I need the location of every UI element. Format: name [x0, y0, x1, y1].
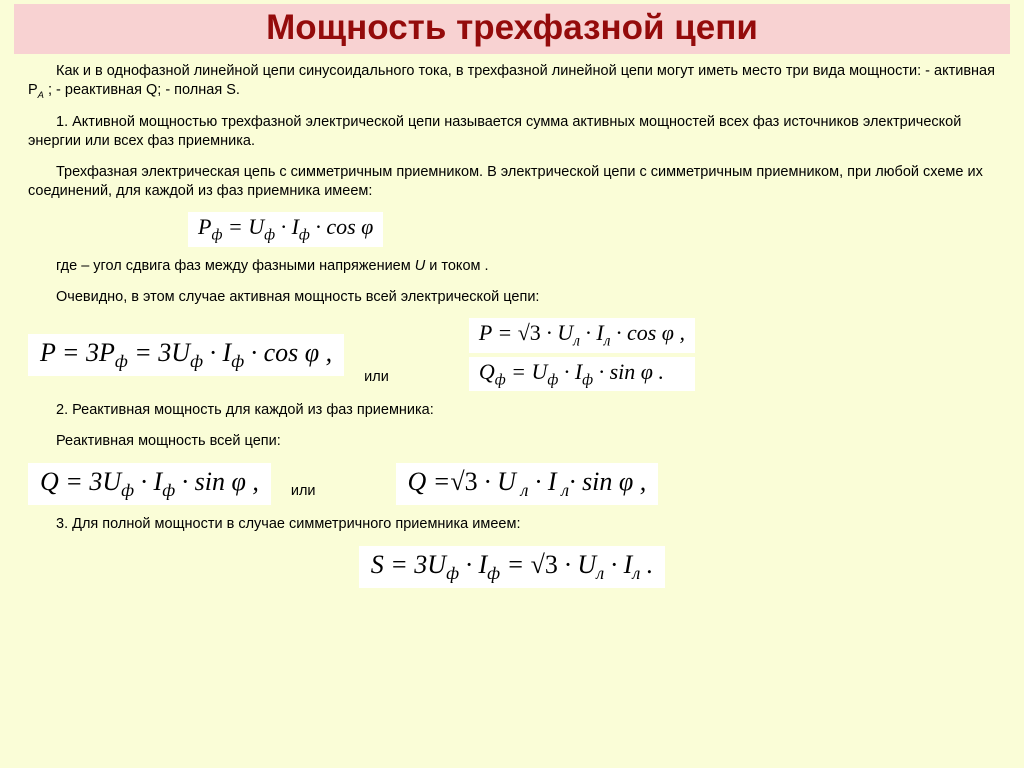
fqp-s1: ф [547, 371, 558, 388]
fp-m: = 3U [128, 338, 190, 367]
formula-s: S = 3Uф · Iф = √3 · Uл · Iл . [359, 546, 666, 588]
fqp-s0: ф [495, 371, 506, 388]
intro-part2: ; - реактивная Q; - полная S. [44, 82, 240, 98]
fql-r: √3 [450, 467, 477, 496]
formula-q-line: Q =√3 · U л · I л· sin φ , [396, 463, 659, 505]
fqp-t: Q [479, 359, 495, 384]
formula-phase-power: Pф = Uф · Iф · cos φ [188, 212, 383, 246]
fs-m: · I [459, 550, 487, 579]
fpl-s1: л [573, 333, 580, 350]
fs-s2: ф [487, 563, 500, 583]
f-eq: = U [222, 214, 264, 239]
where-2: и током . [425, 258, 488, 274]
where-paragraph: где – угол сдвига фаз между фазными напр… [8, 257, 1016, 276]
fql-m2: · I [528, 467, 556, 496]
symmetric-paragraph: Трехфазная электрическая цепь с симметри… [8, 163, 1016, 201]
section-2-paragraph: 2. Реактивная мощность для каждой из фаз… [8, 401, 1016, 420]
fpl-tail: · cos φ , [610, 320, 685, 345]
fp-m2: · I [203, 338, 231, 367]
title-box: Мощность трехфазной цепи [14, 4, 1010, 54]
fql-s2: л [557, 480, 569, 500]
fq-t: Q = 3U [40, 467, 121, 496]
fs-m2: · U [558, 550, 596, 579]
slide: Мощность трехфазной цепи Как и в однофаз… [0, 0, 1024, 768]
formula-q-phase: Qф = Uф · Iф · sin φ . [469, 357, 695, 391]
fpl-t: P = [479, 320, 518, 345]
f-dot: · I [275, 214, 299, 239]
fql-tail: · sin φ , [569, 467, 646, 496]
formula-phase-power-row: Pф = Uф · Iф · cos φ [8, 212, 1016, 246]
formula-p-total-row: P = 3Pф = 3Uф · Iф · cos φ , или P = √3 … [8, 318, 1016, 391]
fqp-s2: ф [582, 371, 593, 388]
obviously-paragraph: Очевидно, в этом случае активная мощност… [8, 288, 1016, 307]
q-all-paragraph: Реактивная мощность всей цепи: [8, 432, 1016, 451]
formula-s-row: S = 3Uф · Iф = √3 · Uл · Iл . [8, 546, 1016, 588]
fs-s1: ф [446, 563, 459, 583]
fpl-r: √3 [518, 320, 541, 345]
fql-m: · U [478, 467, 516, 496]
f-tail: · cos φ [310, 214, 374, 239]
f-lhs: P [198, 214, 211, 239]
fpl-m2: · I [580, 320, 604, 345]
section-3-paragraph: 3. Для полной мощности в случае симметри… [8, 515, 1016, 534]
intro-paragraph: Как и в однофазной линейной цепи синусои… [8, 62, 1016, 101]
where-1: где – угол сдвига фаз между фазными напр… [56, 258, 415, 274]
f-s1: ф [211, 227, 222, 244]
fs-m3: · I [604, 550, 632, 579]
fpl-m: · U [541, 320, 573, 345]
fq-m: · I [134, 467, 162, 496]
fp-s3: ф [231, 351, 244, 371]
or-label-1: или [344, 369, 409, 391]
formula-q-total-row: Q = 3Uф · Iф · sin φ , или Q =√3 · U л ·… [8, 463, 1016, 505]
fq-tail: · sin φ , [175, 467, 259, 496]
fs-eq2: = [500, 550, 531, 579]
fs-s3: л [596, 563, 604, 583]
fp-t: P = 3P [40, 338, 115, 367]
fqp-tail: · sin φ . [593, 359, 664, 384]
or-label-2: или [271, 483, 336, 505]
fs-r: √3 [531, 550, 558, 579]
fs-tail: . [640, 550, 653, 579]
fqp-eq: = U [506, 359, 548, 384]
f-s3: ф [299, 227, 310, 244]
formula-p-total: P = 3Pф = 3Uф · Iф · cos φ , [28, 334, 344, 376]
fqp-m: · I [558, 359, 582, 384]
fql-t: Q = [408, 467, 451, 496]
right-stack: P = √3 · Uл · Iл · cos φ , Qф = Uф · Iф … [469, 318, 695, 391]
slide-title: Мощность трехфазной цепи [34, 8, 990, 48]
fs-t: S = 3U [371, 550, 446, 579]
fp-tail: · cos φ , [244, 338, 332, 367]
fq-s2: ф [162, 480, 175, 500]
fp-s2: ф [190, 351, 203, 371]
f-s2: ф [264, 227, 275, 244]
where-u: U [415, 258, 425, 274]
formula-p-line: P = √3 · Uл · Iл · cos φ , [469, 318, 695, 352]
fq-s1: ф [121, 480, 134, 500]
formula-q-total: Q = 3Uф · Iф · sin φ , [28, 463, 271, 505]
fql-s1: л [516, 480, 528, 500]
section-1-paragraph: 1. Активной мощностью трехфазной электри… [8, 113, 1016, 151]
fp-s1: ф [115, 351, 128, 371]
